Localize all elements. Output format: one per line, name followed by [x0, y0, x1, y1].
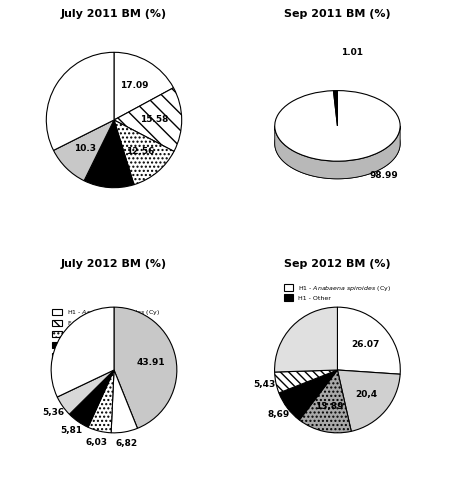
Text: 20,4: 20,4: [354, 390, 376, 399]
Text: 12.06: 12.06: [96, 156, 125, 165]
Wedge shape: [114, 307, 177, 428]
Legend: H1 - $\it{Anabaena\ spiroides}$ (Cy), H1 - Other: H1 - $\it{Anabaena\ spiroides}$ (Cy), H1…: [283, 284, 390, 301]
Wedge shape: [46, 52, 114, 150]
Wedge shape: [114, 120, 174, 184]
Wedge shape: [337, 370, 399, 432]
Title: July 2012 BM (%): July 2012 BM (%): [61, 259, 167, 269]
Text: 6,03: 6,03: [86, 438, 107, 446]
Wedge shape: [69, 370, 114, 428]
Text: 8,69: 8,69: [267, 410, 289, 419]
Wedge shape: [53, 120, 114, 180]
Wedge shape: [114, 52, 173, 120]
Wedge shape: [274, 90, 399, 161]
Text: 5,81: 5,81: [61, 426, 82, 436]
Wedge shape: [111, 370, 137, 433]
Wedge shape: [337, 307, 399, 374]
Wedge shape: [114, 88, 181, 152]
Wedge shape: [51, 307, 114, 397]
Text: 10.3: 10.3: [74, 144, 96, 154]
Text: 17.09: 17.09: [120, 80, 149, 90]
Wedge shape: [84, 120, 134, 188]
Wedge shape: [333, 90, 337, 126]
Wedge shape: [298, 370, 350, 433]
Title: July 2011 BM (%): July 2011 BM (%): [61, 9, 167, 19]
Text: 12.56: 12.56: [126, 146, 154, 156]
Wedge shape: [274, 370, 337, 393]
Polygon shape: [274, 108, 399, 179]
Text: 13,89: 13,89: [314, 402, 343, 411]
Text: 26.07: 26.07: [350, 340, 379, 348]
Wedge shape: [274, 307, 337, 372]
Text: 6,82: 6,82: [115, 438, 137, 448]
Text: 15.58: 15.58: [140, 115, 168, 124]
Wedge shape: [57, 370, 114, 414]
Text: 98.99: 98.99: [368, 171, 397, 180]
Polygon shape: [274, 126, 399, 179]
Legend: H1 - $\it{Anabaena\ spiroides}$ (Cy), F - $\it{Oonephris\ obesa}$ (Chlo), C - $\: H1 - $\it{Anabaena\ spiroides}$ (Cy), F …: [52, 308, 175, 361]
Wedge shape: [88, 370, 114, 433]
Text: 1.01: 1.01: [341, 48, 363, 58]
Text: 43.91: 43.91: [136, 358, 165, 368]
Title: Sep 2012 BM (%): Sep 2012 BM (%): [283, 259, 390, 269]
Text: 5,43: 5,43: [253, 380, 275, 390]
Wedge shape: [278, 370, 337, 420]
Text: 5,36: 5,36: [42, 408, 64, 417]
Title: Sep 2011 BM (%): Sep 2011 BM (%): [283, 9, 390, 19]
